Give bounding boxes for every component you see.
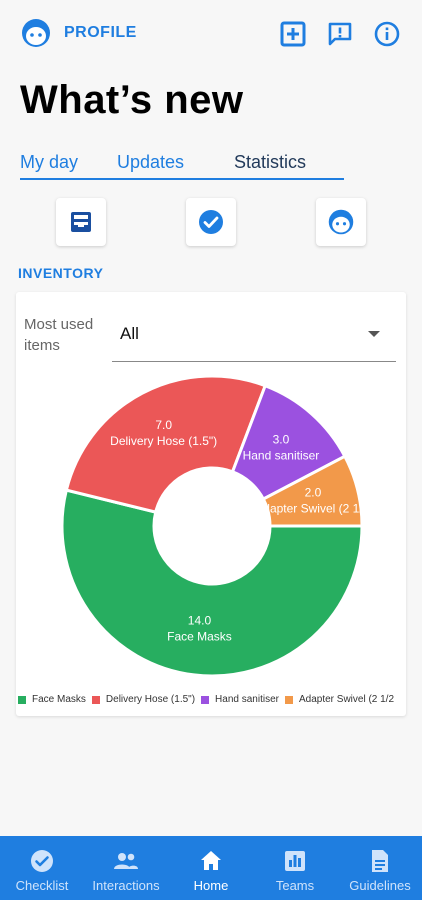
nav-interactions[interactable]: Interactions [84,836,168,900]
legend-swatch [201,695,210,704]
section-label-inventory: INVENTORY [18,265,104,281]
donut-slice[interactable] [60,488,364,678]
slice-data-label: Delivery Hose (1.5") [110,434,217,448]
donut-slice[interactable] [261,454,364,528]
nav-label: Home [193,878,229,893]
page-title: What’s new [20,78,244,122]
check-circle-icon [199,210,223,234]
bar-chart-icon [285,851,305,871]
slice-data-label: Hand sanitiser [243,448,320,462]
nav-label: Guidelines [349,878,411,893]
slice-data-label: 14.0 [188,613,212,627]
nav-checklist[interactable]: Checklist [0,836,84,900]
legend-swatch [91,695,100,704]
nav-guidelines[interactable]: Guidelines [338,836,422,900]
face-icon[interactable] [20,17,52,49]
profile-label[interactable]: PROFILE [64,24,137,41]
add-box-icon[interactable] [279,20,307,48]
inbox-tray-icon [71,212,91,232]
filter-label: Most used items [24,316,94,354]
nav-label: Checklist [15,878,69,893]
face-icon [328,209,354,235]
chart-legend: Face Masks Delivery Hose (1.5") Hand sanit… [18,694,406,710]
slice-data-label: 3.0 [273,432,290,446]
slice-data-label: 2.0 [305,485,322,499]
select-value: All [120,324,139,343]
slice-data-label: 7.0 [155,418,172,432]
nav-home[interactable]: Home [169,836,253,900]
legend-label: Delivery Hose (1.5") [105,694,196,705]
legend-item[interactable]: Hand sanitiser [201,694,279,705]
bottom-nav: Checklist Interactions Home Teams [0,836,422,900]
tab-bar: My day Updates Statistics [20,150,344,182]
document-icon [372,850,388,872]
info-icon[interactable] [373,20,401,48]
legend-swatch [18,695,26,704]
legend-swatch [284,695,293,704]
tab-statistics[interactable]: Statistics [234,152,307,172]
legend-label: Face Masks [32,694,86,705]
nav-teams[interactable]: Teams [253,836,337,900]
donut-chart: 14.0 Face Masks 7.0 Delivery Hose (1.5") 3.0… [60,374,364,678]
inbox-button[interactable] [56,198,106,246]
feedback-icon[interactable] [326,20,354,48]
check-button[interactable] [186,198,236,246]
profile-button[interactable] [316,198,366,246]
legend-item[interactable]: Adapter Swivel (2 1/2 [284,694,395,705]
inventory-chart-card: Most used items All 14.0 Face Masks 7.0 Del… [16,292,406,716]
check-circle-icon [31,850,53,872]
donut-slice[interactable] [64,374,268,514]
legend-label: Hand sanitiser [215,694,279,705]
legend-item[interactable]: Face Masks [18,694,86,705]
home-icon [201,851,221,870]
nav-label: Interactions [92,878,160,893]
items-filter-select[interactable]: All [112,312,396,362]
tab-updates[interactable]: Updates [117,152,185,172]
people-icon [114,853,138,869]
top-bar: PROFILE [0,0,422,70]
legend-label: Adapter Swivel (2 1/2 [298,694,395,705]
nav-label: Teams [275,878,315,893]
chevron-down-icon [368,331,380,337]
tab-underline [20,178,344,180]
tab-my-day[interactable]: My day [20,152,79,172]
legend-item[interactable]: Delivery Hose (1.5") [91,694,196,705]
slice-data-label: Face Masks [167,629,232,643]
slice-data-label: dapter Swivel (2 1/ [263,501,363,515]
